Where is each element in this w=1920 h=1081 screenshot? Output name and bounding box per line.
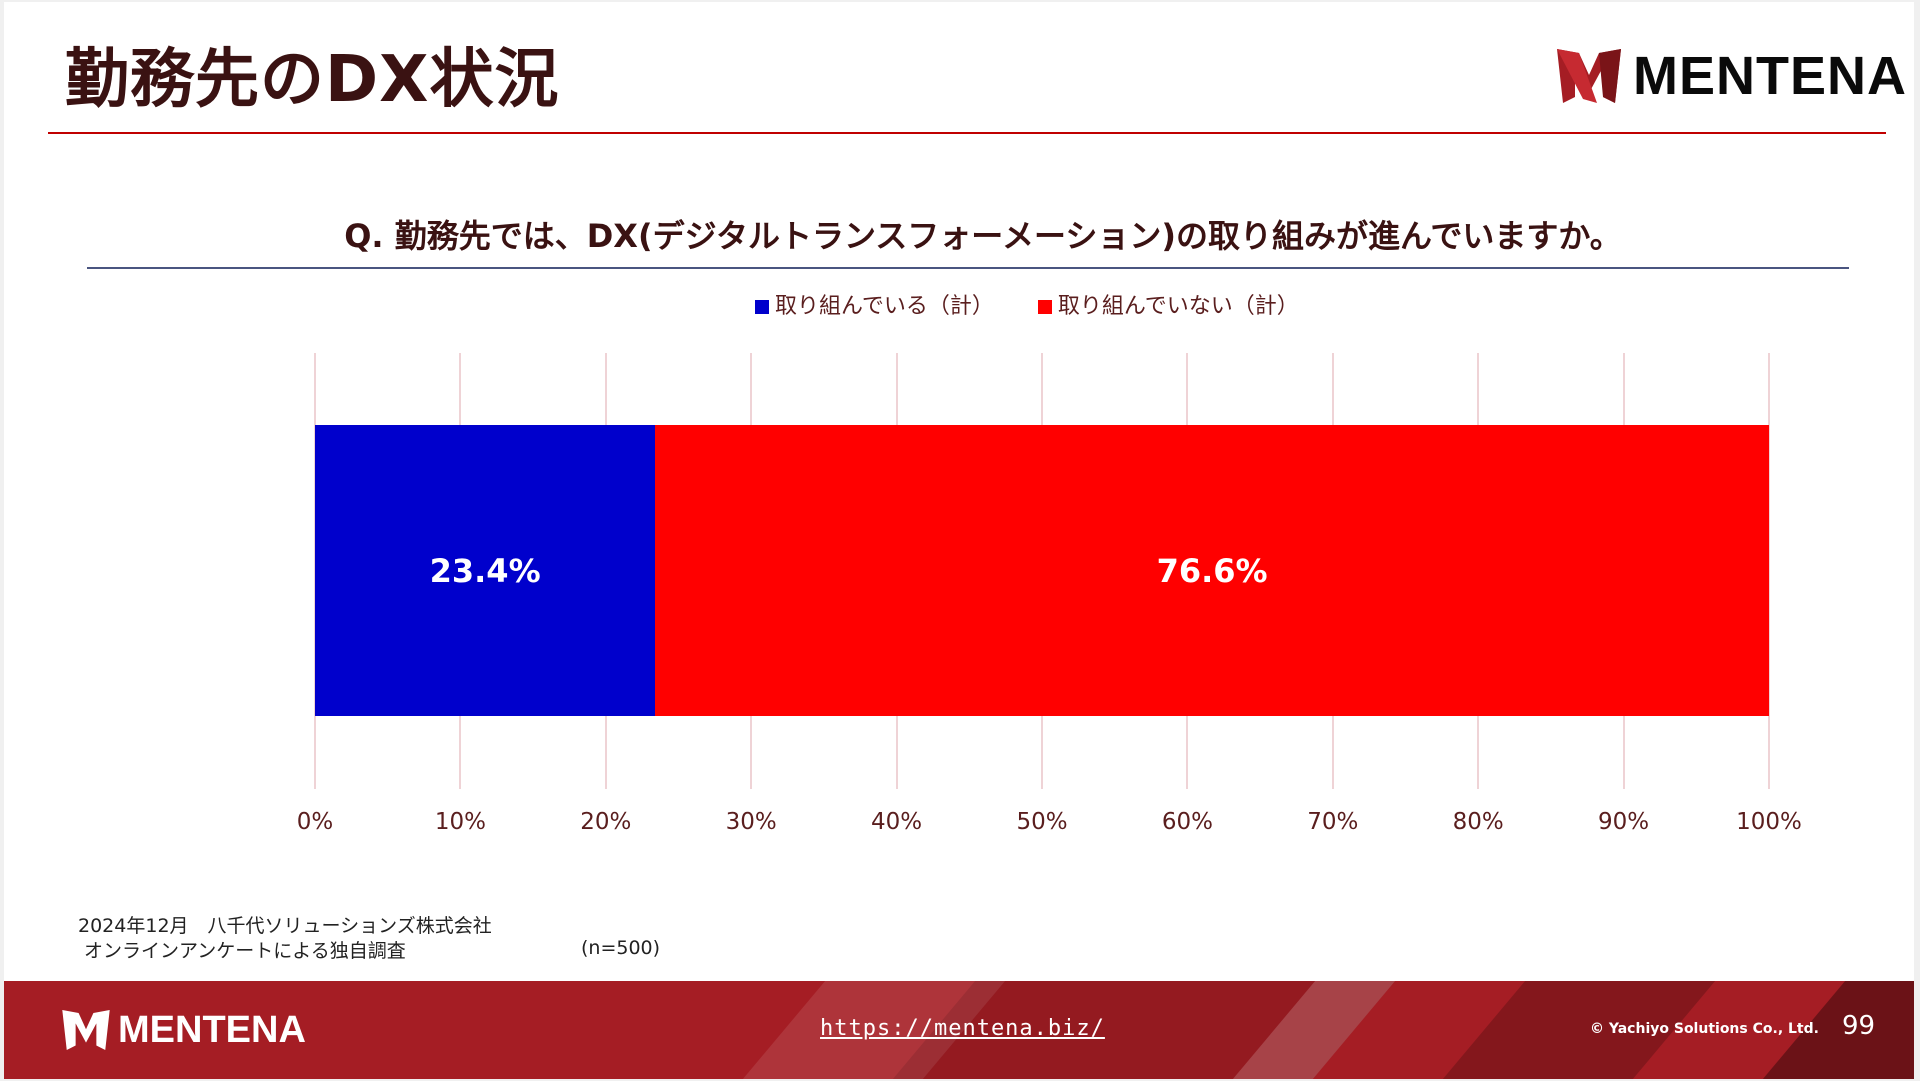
x-tick-label: 10%	[434, 809, 486, 835]
question-divider	[87, 267, 1849, 269]
x-tick-label: 70%	[1307, 809, 1359, 835]
bar-segment-engaged: 23.4%	[315, 425, 656, 716]
legend-swatch-blue	[755, 300, 769, 314]
x-tick-label: 90%	[1598, 809, 1650, 835]
x-tick-label: 100%	[1736, 809, 1802, 835]
slide: 勤務先のDX状況 MENTENA Q. 勤務先では、DX(デジタルトランスフォー…	[4, 2, 1914, 1079]
sample-size: (n=500)	[581, 937, 661, 959]
x-tick-label: 30%	[725, 809, 777, 835]
x-tick-label: 20%	[580, 809, 632, 835]
x-tick-label: 0%	[296, 809, 334, 835]
page-title: 勤務先のDX状況	[65, 43, 560, 117]
legend-label: 取り組んでいる（計）	[775, 294, 994, 319]
question-heading: Q. 勤務先では、DX(デジタルトランスフォーメーション)の取り組みが進んでいま…	[344, 217, 1622, 255]
brand-name: MENTENA	[1633, 46, 1907, 106]
footer-brand-name: MENTENA	[118, 1009, 306, 1051]
legend-swatch-red	[1037, 300, 1052, 314]
source-note: 2024年12月 八千代ソリューションズ株式会社 オンラインアンケートによる独自…	[78, 914, 492, 964]
source-line-2: オンラインアンケートによる独自調査	[78, 940, 406, 962]
page-number: 99	[1842, 1011, 1876, 1041]
website-link[interactable]: https://mentena.biz/	[820, 1016, 1105, 1041]
copyright-text: © Yachiyo Solutions Co., Ltd.	[1590, 1021, 1819, 1037]
title-divider	[48, 132, 1886, 134]
brand-logo: MENTENA	[1557, 48, 1907, 104]
x-tick-label: 50%	[1016, 809, 1068, 835]
legend-item-not-engaged: 取り組んでいない（計）	[1037, 288, 1299, 320]
bar-value-label: 23.4%	[429, 551, 541, 590]
mentena-logo-icon	[62, 1010, 110, 1050]
chart-plot-area: 23.4% 76.6% 0% 10% 20% 30% 40% 50% 60% 7…	[297, 353, 1802, 835]
mentena-logo-icon	[1557, 49, 1621, 103]
gridline-100	[1768, 353, 1770, 789]
bar-segment-not-engaged: 76.6%	[655, 425, 1769, 716]
legend-label: 取り組んでいない（計）	[1057, 294, 1299, 319]
footer-band: MENTENA https://mentena.biz/ © Yachiyo S…	[4, 981, 1914, 1079]
bar-value-label: 76.6%	[1156, 551, 1268, 590]
chart-legend: 取り組んでいる（計） 取り組んでいない（計）	[755, 288, 1343, 320]
x-tick-label: 80%	[1452, 809, 1504, 835]
x-tick-label: 60%	[1161, 809, 1213, 835]
source-line-1: 2024年12月 八千代ソリューションズ株式会社	[78, 915, 492, 937]
footer-logo: MENTENA	[62, 1010, 306, 1050]
x-tick-label: 40%	[871, 809, 923, 835]
legend-item-engaged: 取り組んでいる（計）	[755, 288, 994, 320]
